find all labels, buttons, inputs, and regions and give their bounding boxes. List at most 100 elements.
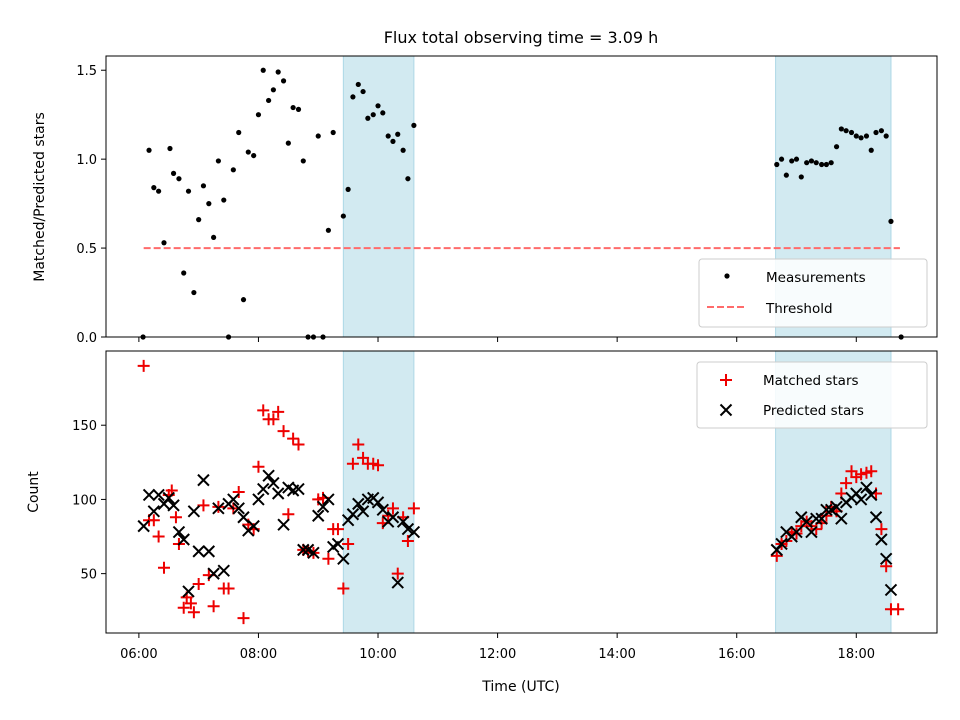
predicted-stars-point — [217, 564, 230, 577]
predicted-stars-point — [177, 533, 190, 546]
predicted-stars-point — [182, 585, 195, 598]
flux-ratio-panel: 0.0 0.5 1.0 1.5 Measurements Threshold — [76, 55, 938, 346]
star-count-panel: 50 100 150 06:00 08:00 10:00 12:00 14:00 16:00 18… — [72, 350, 938, 662]
y-tick-label: 150 — [72, 419, 97, 434]
matched-stars-point — [352, 438, 365, 451]
measurement-point — [863, 133, 870, 139]
predicted-stars-point — [237, 511, 250, 524]
measurement-point — [878, 128, 885, 134]
predicted-stars-point — [147, 505, 161, 518]
measurement-point — [245, 149, 251, 155]
y-tick-label: 1.0 — [76, 153, 97, 168]
matched-stars-point — [137, 359, 150, 372]
matched-stars-point — [322, 552, 335, 565]
measurement-point — [330, 129, 336, 136]
measurement-point — [789, 158, 795, 164]
measurement-point — [280, 78, 287, 84]
matched-stars-point — [855, 468, 868, 481]
matched-stars-point — [875, 523, 888, 536]
measurement-point — [828, 160, 834, 166]
matched-stars-point — [187, 606, 200, 619]
legend-measurements-marker — [724, 273, 730, 279]
measurement-point — [285, 140, 291, 146]
matched-stars-point — [147, 514, 160, 527]
predicted-stars-point — [312, 509, 325, 522]
predicted-stars-point — [202, 545, 216, 558]
matched-stars-point — [810, 523, 823, 536]
measurement-point — [400, 147, 406, 153]
predicted-stars-point — [865, 488, 878, 502]
matched-stars-point — [177, 601, 190, 614]
measurement-point — [266, 97, 272, 104]
measurement-point — [838, 126, 844, 132]
measurement-point — [813, 160, 819, 166]
measurement-point — [888, 218, 894, 224]
shaded-region-1 — [342, 350, 415, 634]
y-tick-label: 1.5 — [76, 64, 97, 79]
matched-stars-point — [292, 438, 305, 451]
matched-stars-point — [331, 523, 344, 536]
measurement-point — [808, 158, 815, 164]
measurement-point — [221, 197, 227, 203]
measurement-point — [167, 145, 173, 152]
measurement-point — [411, 122, 417, 128]
predicted-stars-point — [401, 522, 415, 536]
legend-box — [698, 258, 928, 328]
matched-stars-point — [197, 499, 210, 512]
matched-stars-point — [790, 527, 803, 540]
legend-matched-label: Matched stars — [763, 373, 859, 389]
measurement-point — [230, 167, 236, 173]
matched-stars-point — [277, 425, 290, 438]
matched-stars-point — [840, 477, 853, 490]
measurement-point — [151, 185, 157, 191]
predicted-stars-point — [860, 481, 873, 494]
measurement-point — [355, 81, 361, 88]
measurement-point — [370, 112, 376, 118]
measurement-point — [260, 67, 266, 73]
measurement-point — [395, 131, 401, 137]
predicted-stars-point — [162, 491, 175, 505]
predicted-stars-point — [322, 493, 335, 506]
predicted-stars-point — [167, 499, 180, 512]
matched-stars-point — [222, 582, 235, 595]
predicted-stars-point — [271, 487, 285, 500]
predicted-stars-point — [407, 525, 421, 539]
y-tick-label: 0.0 — [76, 331, 97, 346]
legend-matched-marker — [720, 374, 732, 386]
predicted-stars-point — [297, 543, 310, 557]
measurement-point — [156, 188, 162, 194]
predicted-stars-point — [192, 545, 205, 558]
predicted-stars-point — [820, 503, 833, 517]
measurement-point — [804, 160, 810, 166]
predicted-stars-point — [396, 515, 410, 528]
measurement-point — [255, 112, 262, 118]
measurement-point — [270, 87, 276, 93]
y-tick-label: 100 — [72, 493, 97, 508]
shaded-region-1 — [342, 55, 415, 338]
predicted-stars-point — [376, 503, 390, 517]
measurement-point — [211, 234, 217, 241]
measurement-point — [300, 158, 306, 164]
matched-stars-point — [169, 511, 182, 524]
matched-stars-point — [207, 600, 220, 613]
predicted-stars-point — [252, 493, 265, 506]
predicted-stars-point — [207, 567, 220, 580]
measurement-point — [176, 176, 182, 182]
matched-stars-point — [770, 549, 783, 562]
measurement-point — [819, 161, 825, 168]
measurement-point — [275, 69, 281, 75]
matched-stars-point — [342, 537, 355, 550]
x-axis-label: Time (UTC) — [481, 679, 559, 695]
measurement-point — [385, 133, 391, 139]
predicted-stars-point — [810, 512, 823, 525]
measurement-point — [325, 227, 331, 233]
x-tick-label: 18:00 — [838, 647, 875, 662]
predicted-stars-point — [352, 497, 365, 511]
measurement-point — [390, 138, 396, 144]
predicted-stars-point — [835, 512, 848, 525]
measurement-point — [200, 183, 207, 189]
predicted-stars-point — [386, 511, 400, 524]
predicted-stars-point — [307, 546, 320, 560]
measurement-point — [181, 270, 187, 276]
matched-stars-point — [232, 486, 245, 498]
